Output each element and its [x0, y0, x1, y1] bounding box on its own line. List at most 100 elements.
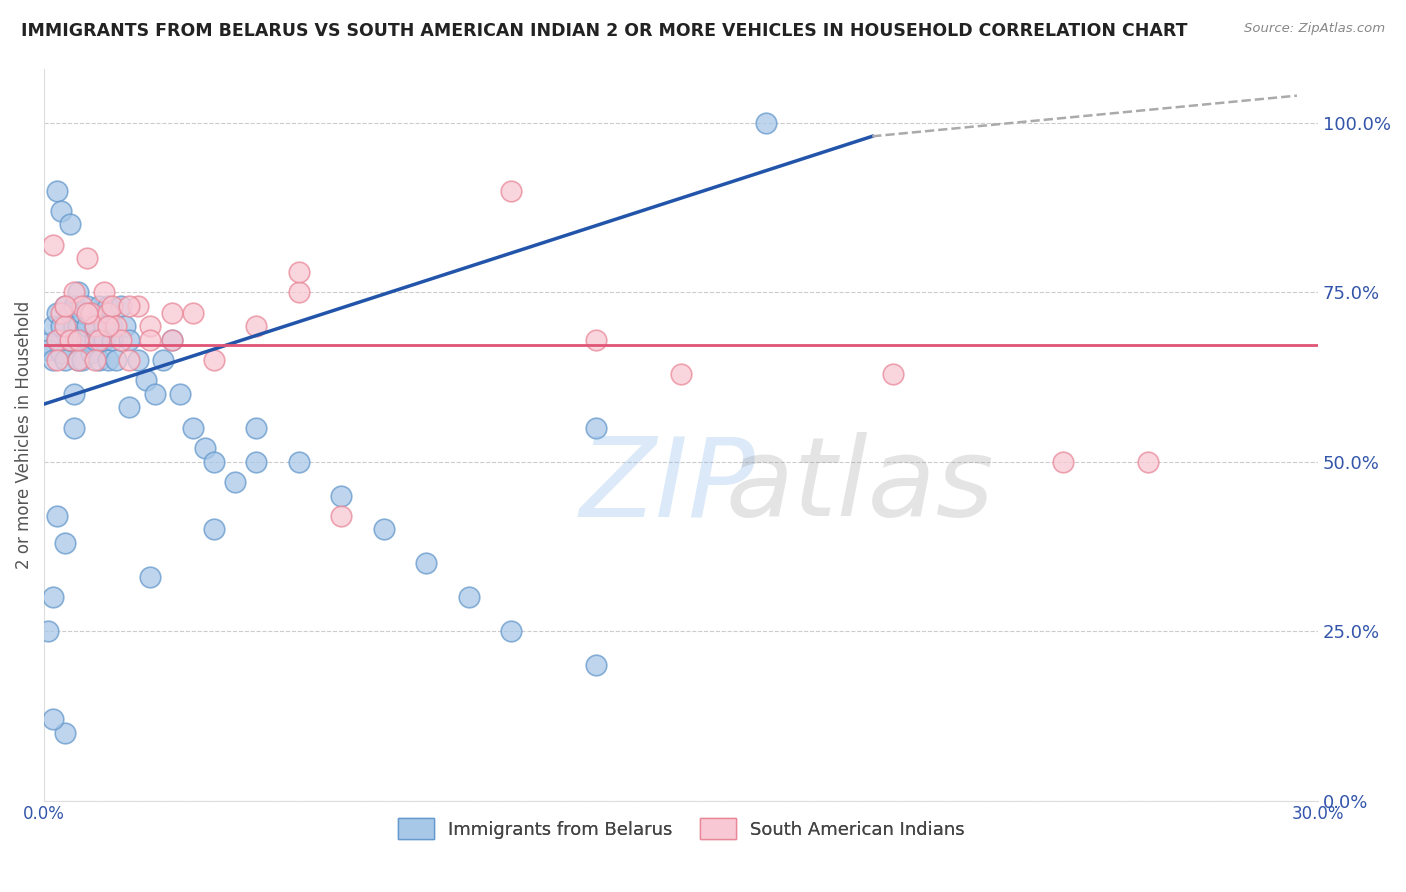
- Point: [45, 184, 67, 198]
- Point: [45, 333, 67, 347]
- Point: [97, 319, 120, 334]
- Point: [80, 305, 103, 319]
- Point: [585, 658, 607, 673]
- Point: [288, 285, 311, 300]
- Point: [143, 387, 166, 401]
- Point: [58, 305, 80, 319]
- Point: [97, 305, 120, 319]
- Point: [89, 353, 111, 368]
- Point: [160, 333, 183, 347]
- Point: [415, 557, 437, 571]
- Point: [105, 319, 128, 334]
- Point: [330, 489, 353, 503]
- Point: [97, 299, 120, 313]
- Point: [245, 421, 267, 435]
- Point: [501, 184, 523, 198]
- Point: [76, 299, 98, 313]
- Point: [53, 536, 76, 550]
- Point: [45, 353, 67, 368]
- Point: [89, 299, 111, 313]
- Point: [49, 203, 72, 218]
- Point: [194, 441, 217, 455]
- Point: [76, 333, 98, 347]
- Text: IMMIGRANTS FROM BELARUS VS SOUTH AMERICAN INDIAN 2 OR MORE VEHICLES IN HOUSEHOLD: IMMIGRANTS FROM BELARUS VS SOUTH AMERICA…: [21, 22, 1188, 40]
- Point: [58, 333, 80, 347]
- Point: [72, 353, 94, 368]
- Text: atlas: atlas: [725, 433, 994, 540]
- Point: [127, 353, 149, 368]
- Point: [49, 305, 72, 319]
- Point: [67, 285, 90, 300]
- Point: [41, 237, 63, 252]
- Point: [89, 333, 111, 347]
- Point: [76, 252, 98, 266]
- Point: [118, 299, 141, 313]
- Point: [224, 475, 246, 489]
- Point: [63, 387, 86, 401]
- Point: [330, 508, 353, 523]
- Point: [76, 305, 98, 319]
- Point: [755, 116, 778, 130]
- Point: [101, 333, 124, 347]
- Point: [80, 346, 103, 360]
- Point: [202, 455, 225, 469]
- Point: [37, 336, 59, 351]
- Point: [118, 401, 141, 415]
- Point: [101, 319, 124, 334]
- Point: [53, 319, 76, 334]
- Point: [139, 333, 162, 347]
- Point: [97, 353, 120, 368]
- Point: [41, 353, 63, 368]
- Point: [53, 353, 76, 368]
- Point: [67, 333, 90, 347]
- Point: [373, 523, 395, 537]
- Point: [110, 333, 132, 347]
- Point: [41, 712, 63, 726]
- Point: [101, 299, 124, 313]
- Point: [1052, 455, 1074, 469]
- Point: [118, 333, 141, 347]
- Point: [288, 455, 311, 469]
- Y-axis label: 2 or more Vehicles in Household: 2 or more Vehicles in Household: [15, 301, 32, 569]
- Point: [63, 319, 86, 334]
- Point: [53, 299, 76, 313]
- Point: [288, 265, 311, 279]
- Point: [181, 421, 204, 435]
- Point: [110, 299, 132, 313]
- Point: [152, 353, 174, 368]
- Text: Source: ZipAtlas.com: Source: ZipAtlas.com: [1244, 22, 1385, 36]
- Point: [53, 726, 76, 740]
- Point: [63, 421, 86, 435]
- Point: [1137, 455, 1160, 469]
- Point: [37, 624, 59, 639]
- Point: [139, 319, 162, 334]
- Point: [202, 523, 225, 537]
- Point: [114, 319, 136, 334]
- Point: [245, 319, 267, 334]
- Point: [93, 333, 115, 347]
- Point: [58, 218, 80, 232]
- Legend: Immigrants from Belarus, South American Indians: Immigrants from Belarus, South American …: [391, 811, 972, 847]
- Text: ZIP: ZIP: [579, 433, 755, 540]
- Point: [202, 353, 225, 368]
- Point: [669, 367, 692, 381]
- Point: [41, 319, 63, 334]
- Point: [127, 299, 149, 313]
- Point: [501, 624, 523, 639]
- Point: [41, 591, 63, 605]
- Point: [72, 333, 94, 347]
- Point: [169, 387, 191, 401]
- Point: [245, 455, 267, 469]
- Point: [457, 591, 479, 605]
- Point: [84, 319, 107, 334]
- Point: [58, 333, 80, 347]
- Point: [181, 305, 204, 319]
- Point: [53, 299, 76, 313]
- Point: [76, 319, 98, 334]
- Point: [135, 373, 157, 387]
- Point: [80, 305, 103, 319]
- Point: [93, 285, 115, 300]
- Point: [63, 299, 86, 313]
- Point: [118, 353, 141, 368]
- Point: [45, 508, 67, 523]
